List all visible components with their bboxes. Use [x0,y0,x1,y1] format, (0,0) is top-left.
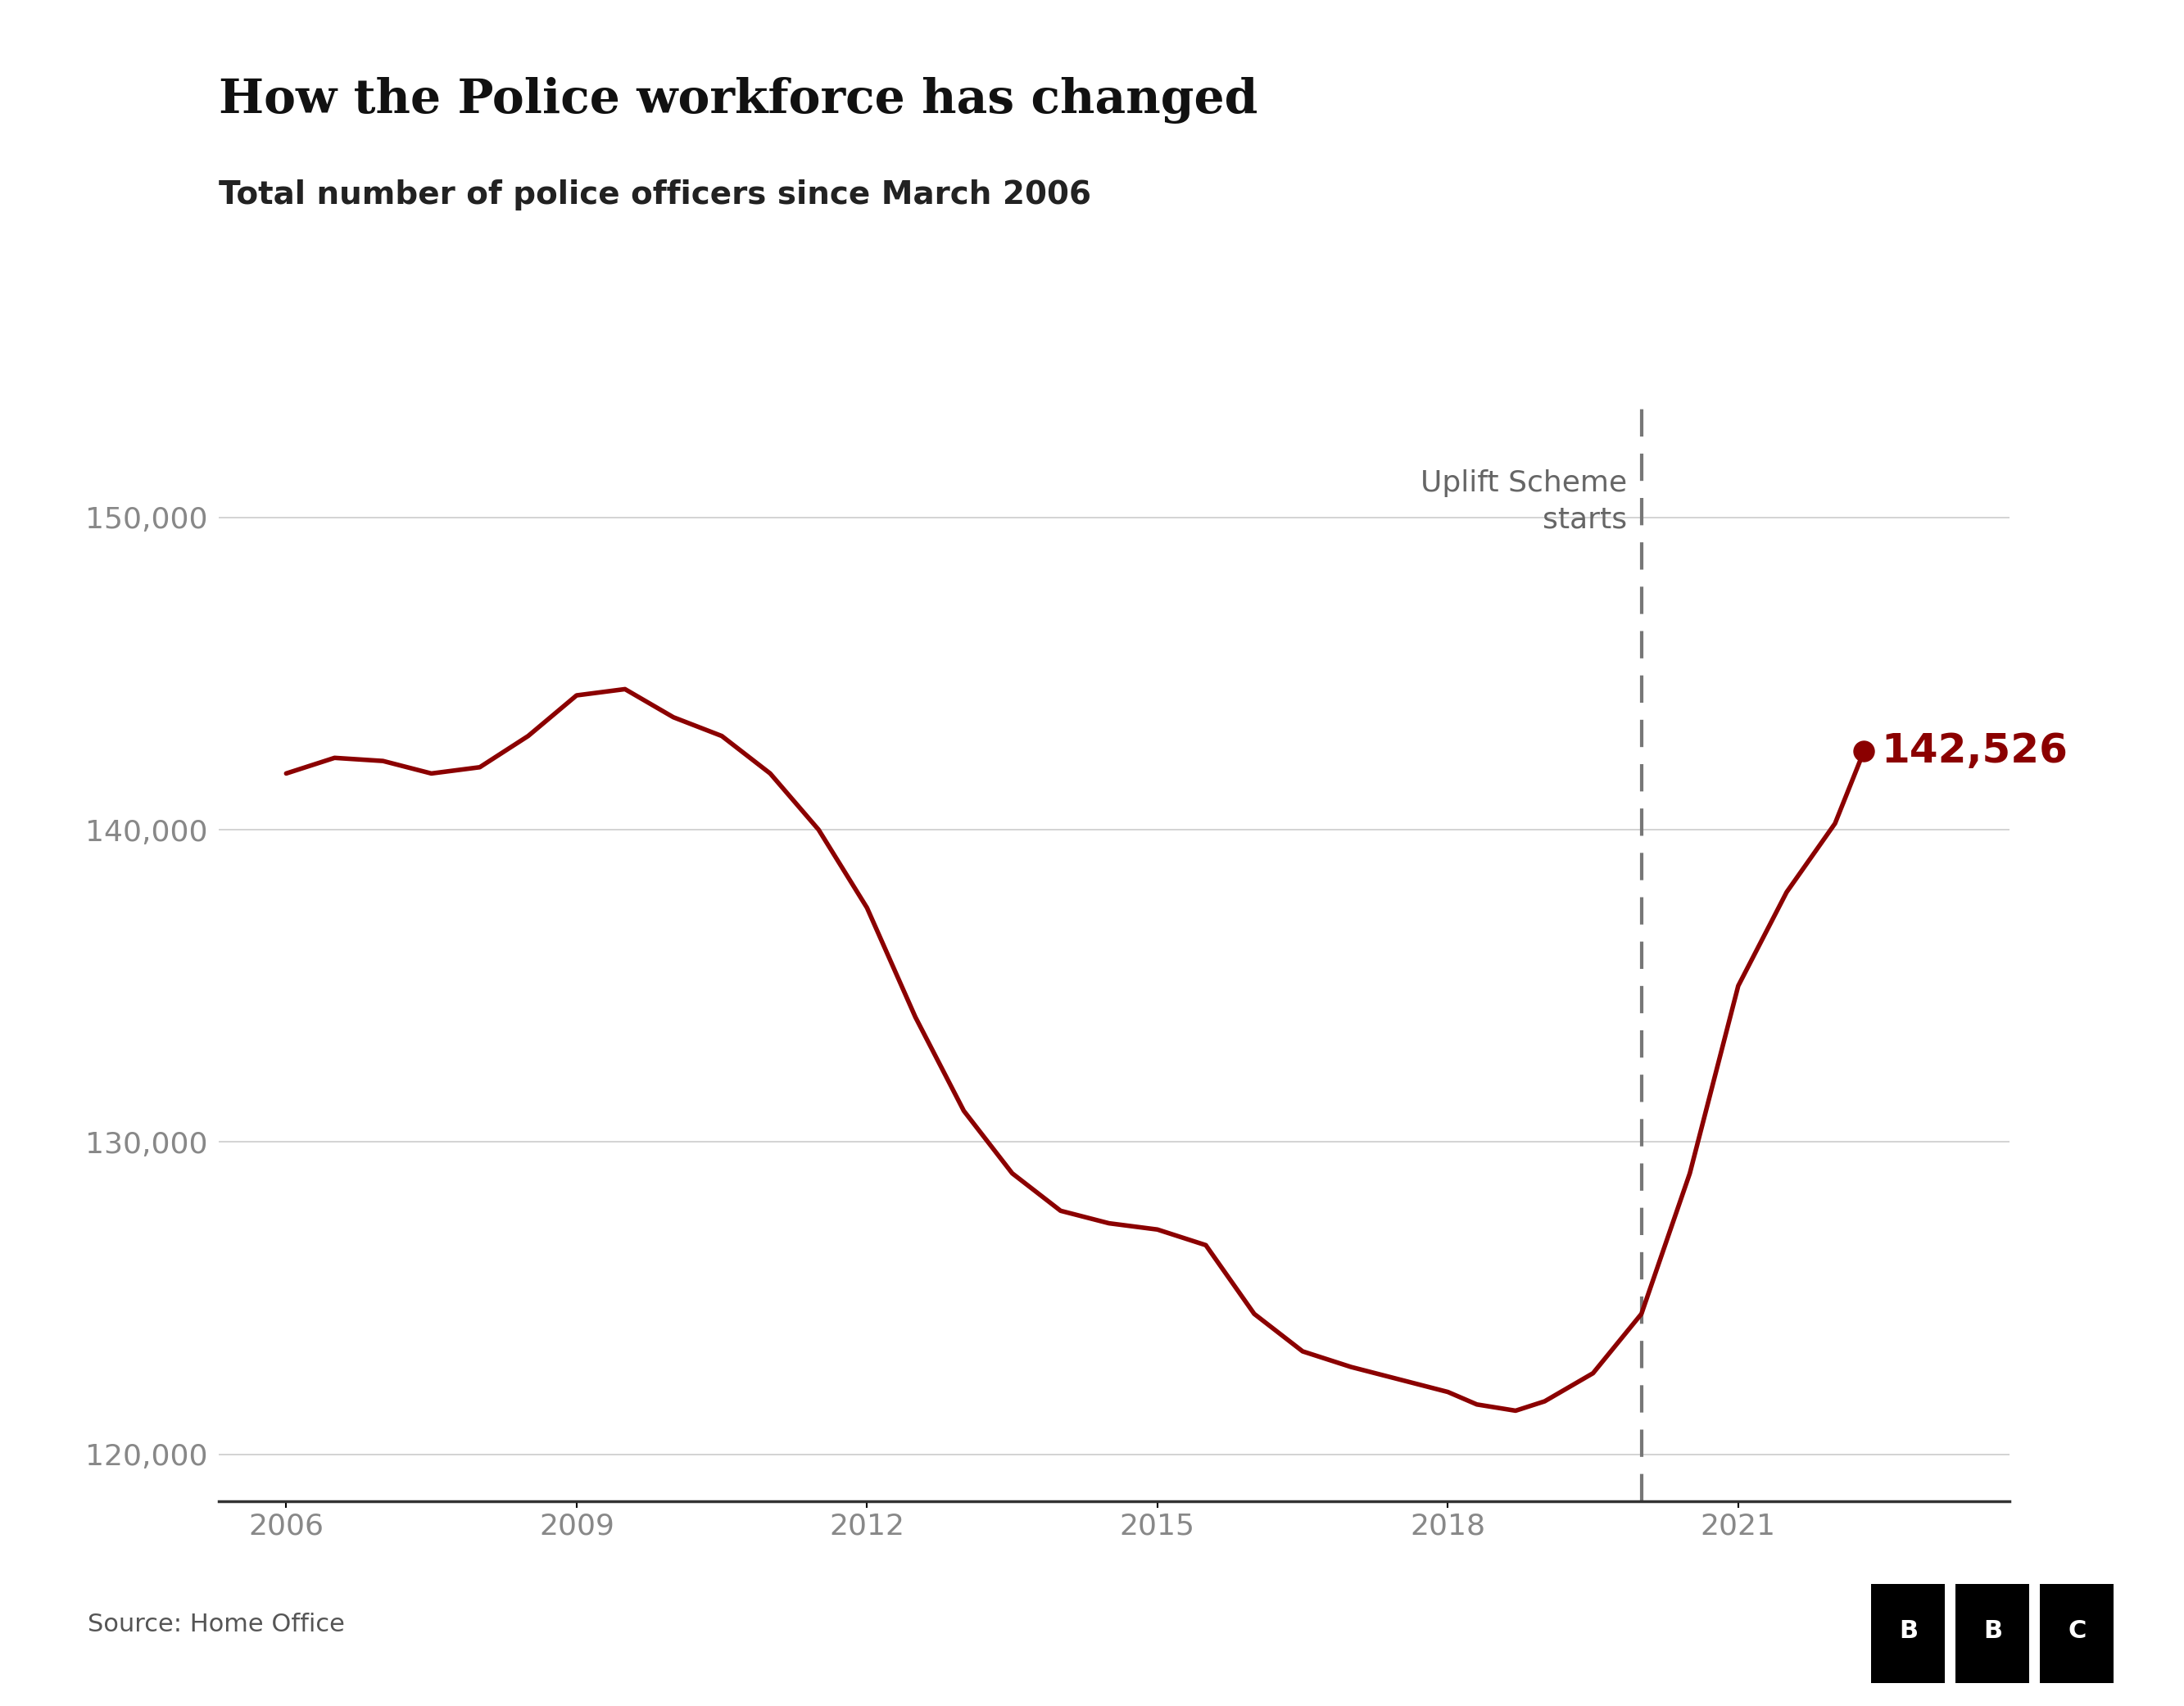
Text: Source: Home Office: Source: Home Office [87,1612,345,1636]
Text: Total number of police officers since March 2006: Total number of police officers since Ma… [218,179,1090,210]
FancyBboxPatch shape [1957,1583,2029,1684]
Text: Uplift Scheme
starts: Uplift Scheme starts [1420,469,1627,534]
Text: C: C [2068,1619,2086,1643]
Text: How the Police workforce has changed: How the Police workforce has changed [218,77,1258,123]
FancyBboxPatch shape [2040,1583,2114,1684]
Text: B: B [1898,1619,1918,1643]
FancyBboxPatch shape [1872,1583,1946,1684]
Text: 142,526: 142,526 [1880,732,2068,771]
Text: B: B [1983,1619,2003,1643]
